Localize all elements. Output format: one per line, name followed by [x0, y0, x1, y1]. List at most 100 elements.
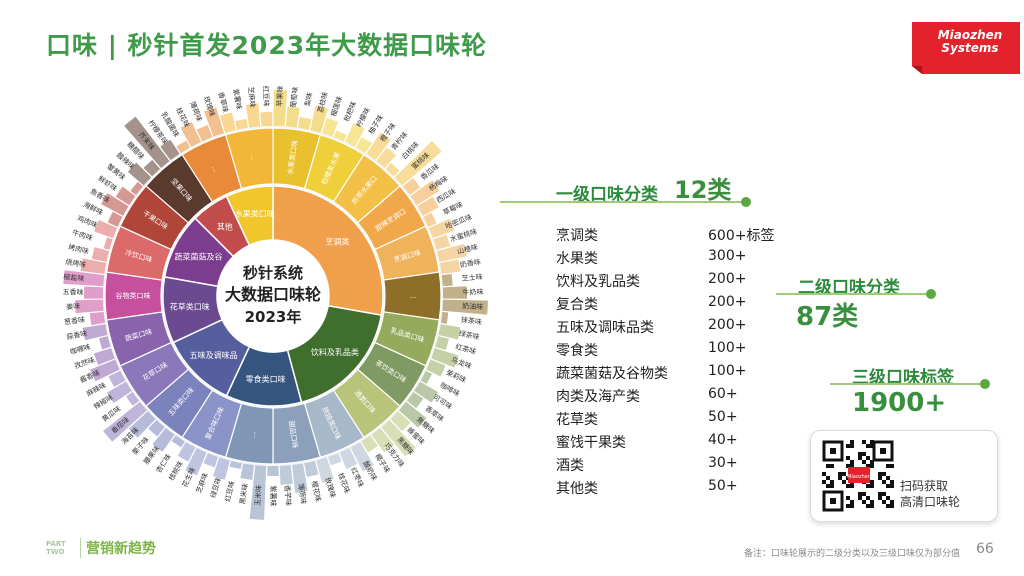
flavor-label: 玫瑰味: [202, 95, 217, 118]
qr-logo-stamp-text: Miaozhen: [847, 474, 871, 480]
flavor-bar: [327, 453, 342, 466]
qr-finder-tr-core: [880, 448, 886, 454]
flavor-label: 抹茶味: [460, 315, 482, 327]
flavor-label: 海鲜味: [82, 200, 105, 217]
flavor-label: 绿豆味: [208, 476, 223, 499]
flavor-bar: [90, 359, 120, 382]
footnote: 备注：口味轮展示的二级分类以及三级口味仅为部分值: [744, 549, 961, 559]
flavor-bar: [128, 411, 156, 438]
flavor-label: 麻辣味: [85, 380, 108, 398]
flavor-bar: [436, 243, 467, 262]
flavor-bar: [431, 347, 459, 368]
flavor-label: 玫瑰味: [323, 476, 338, 499]
qr-module: [882, 472, 886, 476]
qr-module: [842, 472, 846, 476]
flavor-bar: [93, 347, 115, 365]
flavor-bar: [148, 419, 165, 437]
qr-module: [850, 500, 854, 504]
outer-segment-label: 谷物类口味: [116, 291, 151, 300]
flavor-bar: [229, 460, 242, 470]
outer-segment-label: ...: [410, 292, 417, 300]
qr-module: [846, 444, 850, 448]
flavor-label: 紫薯味: [269, 486, 278, 507]
flavor-wheel-bars: [63, 90, 488, 520]
flavor-bar: [273, 90, 288, 127]
qr-module: [846, 496, 850, 500]
qr-module: [850, 440, 854, 444]
flavor-bar: [176, 140, 191, 154]
flavor-bar: [196, 125, 213, 142]
category-count: 50+: [708, 409, 738, 425]
flavor-label: 香芋味: [283, 485, 293, 507]
category-name: 蔬菜菌菇及谷物类: [556, 366, 668, 382]
qr-module: [862, 492, 866, 496]
qr-module: [822, 480, 826, 484]
flavor-bar: [180, 122, 202, 147]
part-line2: TWO: [46, 548, 65, 556]
category-count: 40+: [708, 432, 738, 448]
qr-module: [890, 480, 894, 484]
qr-module: [838, 476, 842, 480]
flavor-bar: [344, 122, 365, 147]
flavor-label: 牛肉味: [71, 228, 94, 243]
qr-module: [850, 460, 854, 464]
qr-module: [826, 464, 830, 468]
flavor-label: 花生味: [180, 466, 197, 489]
flavor-bar: [435, 336, 449, 351]
flavor-label: 苹果味: [275, 85, 285, 106]
outer-segment-label: ...: [210, 164, 220, 173]
footer-divider: [80, 538, 81, 558]
flavor-bar: [99, 336, 111, 350]
flavor-bar: [89, 311, 106, 326]
flavor-label: 黑米味: [238, 483, 250, 505]
level2-line: [776, 293, 932, 295]
inner-segment-label: 其他: [217, 222, 233, 232]
level3-value: 1900+: [852, 388, 947, 418]
part-line1: PART: [46, 540, 66, 548]
flavor-label: 核桃味: [167, 459, 185, 482]
qr-module: [866, 456, 870, 460]
flavor-label: 芝麻味: [246, 86, 257, 108]
flavor-bar: [442, 286, 467, 299]
qr-module: [846, 456, 850, 460]
flavor-bar: [410, 180, 440, 206]
qr-module: [858, 492, 862, 496]
flavor-bar: [285, 106, 300, 128]
flavor-bar: [406, 391, 424, 409]
flavor-bar: [185, 447, 207, 476]
flavor-bar: [143, 159, 161, 177]
category-count: 600+标签: [708, 228, 775, 244]
flavor-bar: [438, 324, 461, 340]
flavor-label: 乌龙味: [450, 355, 473, 371]
flavor-bar: [371, 427, 395, 453]
flavor-label: 柠檬味: [354, 106, 372, 129]
flavor-bar: [177, 441, 196, 462]
flavor-label: 奶香味: [459, 257, 481, 269]
qr-module: [882, 480, 886, 484]
category-count: 200+: [708, 294, 747, 310]
flavor-bar: [366, 132, 392, 161]
category-name: 酒类: [556, 458, 584, 474]
flavor-bar: [423, 212, 437, 227]
flavor-label: 咖啡味: [439, 380, 462, 398]
flavor-bar: [381, 419, 416, 457]
flavor-bar: [390, 411, 411, 432]
flavor-label: 桂花味: [336, 472, 352, 495]
qr-code[interactable]: Miaozhen: [822, 440, 894, 512]
flavor-label: 鱼香味: [89, 186, 112, 204]
qr-module: [866, 504, 870, 508]
qr-module: [890, 500, 894, 504]
flavor-label: 姜味: [66, 301, 80, 311]
flavor-bar: [376, 147, 397, 169]
qr-module: [878, 492, 882, 496]
flavor-bar: [127, 162, 152, 186]
category-name: 肉类及海产类: [556, 389, 640, 405]
flavor-label: 桂花味: [174, 106, 192, 129]
qr-module: [886, 476, 890, 480]
flavor-label: 芝士味: [461, 272, 483, 283]
outer-segment-label: 甜品口味: [287, 420, 300, 449]
flavor-bar: [126, 391, 140, 406]
flavor-bar: [414, 381, 439, 403]
flavor-bar: [124, 116, 170, 169]
